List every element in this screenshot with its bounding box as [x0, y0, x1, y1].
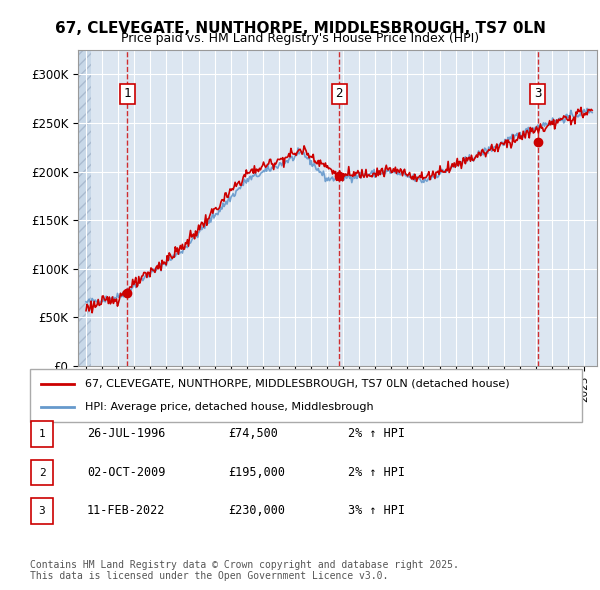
Text: £74,500: £74,500: [228, 427, 278, 440]
Text: £230,000: £230,000: [228, 504, 285, 517]
Text: 3% ↑ HPI: 3% ↑ HPI: [348, 504, 405, 517]
Text: 67, CLEVEGATE, NUNTHORPE, MIDDLESBROUGH, TS7 0LN (detached house): 67, CLEVEGATE, NUNTHORPE, MIDDLESBROUGH,…: [85, 379, 510, 389]
Text: 11-FEB-2022: 11-FEB-2022: [87, 504, 166, 517]
Text: 3: 3: [534, 87, 541, 100]
Text: 1: 1: [38, 430, 46, 439]
Text: Price paid vs. HM Land Registry's House Price Index (HPI): Price paid vs. HM Land Registry's House …: [121, 32, 479, 45]
FancyBboxPatch shape: [31, 421, 53, 447]
Text: 1: 1: [124, 87, 131, 100]
FancyBboxPatch shape: [30, 369, 582, 422]
Bar: [78, 50, 91, 366]
FancyBboxPatch shape: [31, 498, 53, 524]
Text: Contains HM Land Registry data © Crown copyright and database right 2025.
This d: Contains HM Land Registry data © Crown c…: [30, 559, 459, 581]
Text: HPI: Average price, detached house, Middlesbrough: HPI: Average price, detached house, Midd…: [85, 402, 374, 412]
Text: 2% ↑ HPI: 2% ↑ HPI: [348, 466, 405, 478]
Text: 67, CLEVEGATE, NUNTHORPE, MIDDLESBROUGH, TS7 0LN: 67, CLEVEGATE, NUNTHORPE, MIDDLESBROUGH,…: [55, 21, 545, 35]
Text: £195,000: £195,000: [228, 466, 285, 478]
Text: 2% ↑ HPI: 2% ↑ HPI: [348, 427, 405, 440]
Text: 2: 2: [335, 87, 343, 100]
Text: 2: 2: [38, 468, 46, 477]
Text: 02-OCT-2009: 02-OCT-2009: [87, 466, 166, 478]
Text: 26-JUL-1996: 26-JUL-1996: [87, 427, 166, 440]
Text: 3: 3: [38, 506, 46, 516]
FancyBboxPatch shape: [31, 460, 53, 486]
